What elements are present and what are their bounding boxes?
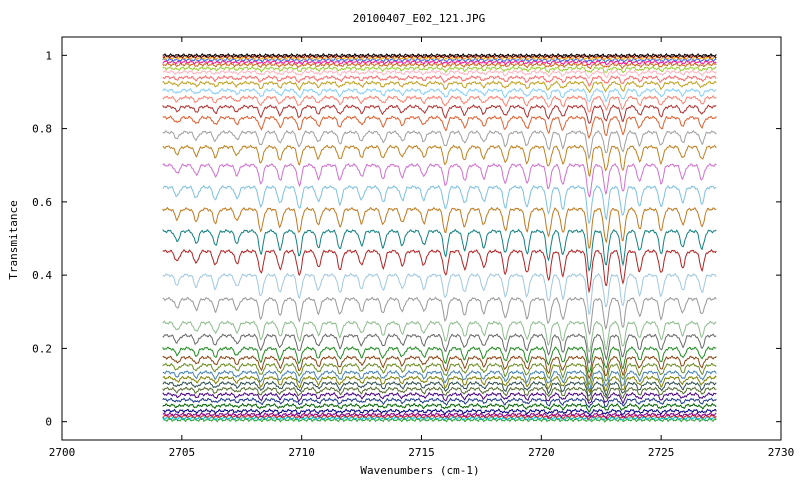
spectrum-series-line — [162, 402, 717, 413]
spectrum-series-line — [162, 272, 717, 316]
spectrum-series-line — [162, 320, 717, 353]
y-tick-label: 0 — [45, 416, 52, 429]
x-tick-label: 2725 — [648, 446, 675, 459]
y-tick-label: 0.4 — [32, 269, 52, 282]
y-tick-label: 1 — [45, 49, 52, 62]
spectrum-series-line — [162, 333, 717, 364]
spectrum-series-line — [162, 184, 717, 224]
spectrum-series-line — [162, 391, 717, 405]
spectrum-series-line — [162, 362, 717, 386]
spectrum-series-line — [162, 415, 717, 421]
series-group — [162, 52, 717, 423]
spectrum-series-line — [162, 80, 717, 94]
spectrum-series-line — [162, 346, 717, 373]
x-tick-label: 2705 — [169, 446, 196, 459]
spectrum-series-line — [162, 104, 717, 124]
x-tick-label: 2700 — [49, 446, 76, 459]
spectrum-series-line — [162, 386, 717, 402]
spectrum-series-line — [162, 95, 717, 113]
spectrum-series-line — [162, 411, 717, 419]
spectrum-series-line — [162, 206, 717, 249]
spectrum-series-line — [162, 296, 717, 336]
spectrum-series-line — [162, 52, 717, 58]
y-axis-label: Transmitance — [7, 200, 20, 279]
spectrum-series-line — [162, 162, 717, 198]
spectrum-series-line — [162, 417, 717, 423]
spectrum-series-line — [162, 369, 717, 392]
y-tick-label: 0.2 — [32, 342, 52, 355]
spectrum-series-line — [162, 408, 717, 417]
spectrum-series-line — [162, 69, 717, 80]
y-tick-label: 0.6 — [32, 196, 52, 209]
spectrum-series-line — [162, 74, 717, 87]
spectrum-series-line — [162, 375, 717, 394]
x-tick-label: 2710 — [288, 446, 315, 459]
spectrum-series-line — [162, 62, 717, 70]
y-tick-label: 0.8 — [32, 123, 52, 136]
spectrum-series-line — [162, 87, 717, 103]
spectrum-series-line — [162, 129, 717, 160]
chart-title: 20100407_E02_121.JPG — [353, 12, 485, 25]
spectrum-series-line — [162, 397, 717, 409]
x-axis-label: Wavenumbers (cm-1) — [360, 464, 479, 477]
x-tick-label: 2720 — [528, 446, 555, 459]
spectrum-series-line — [162, 115, 717, 140]
x-axis-ticks: 2700 2705 2710 2715 2720 2725 2730 — [49, 37, 795, 459]
x-tick-label: 2730 — [768, 446, 795, 459]
spectrum-series-line — [162, 248, 717, 294]
spectrum-series-line — [162, 355, 717, 380]
x-tick-label: 2715 — [408, 446, 435, 459]
spectrum-series-line — [162, 65, 717, 74]
spectrum-series-line — [162, 228, 717, 272]
spectrum-series-line — [162, 380, 717, 398]
spectrum-series-line — [162, 57, 717, 64]
spectrum-series-line — [162, 55, 717, 61]
spectrum-series-line — [162, 144, 717, 177]
y-axis-ticks: 0 0.2 0.4 0.6 0.8 1 — [32, 49, 781, 429]
